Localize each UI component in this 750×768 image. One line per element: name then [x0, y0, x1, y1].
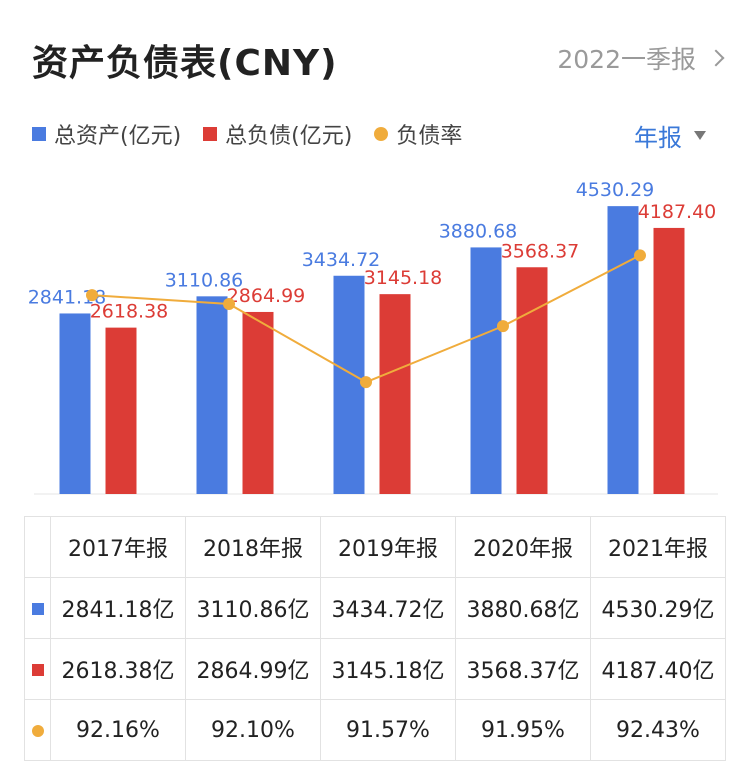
assets-bar — [470, 247, 502, 494]
table-cell: 2864.99亿 — [185, 638, 321, 700]
legend-item-liabilities: 总负债(亿元) — [203, 118, 352, 150]
liabilities-data-label: 4187.40 — [638, 201, 717, 223]
table-cell: 2841.18亿 — [50, 577, 186, 639]
table-cell: 3110.86亿 — [185, 577, 321, 639]
ratio-marker-cell — [24, 699, 51, 761]
table-cell: 92.10% — [185, 699, 321, 761]
liabilities-data-label: 3568.37 — [501, 240, 580, 262]
ratio-point — [360, 376, 372, 389]
liabilities-data-label: 2864.99 — [227, 285, 306, 307]
table-header-cell: 2018年报 — [185, 516, 321, 578]
ratio-swatch — [374, 127, 389, 141]
liabilities-swatch — [203, 127, 218, 141]
assets-data-label: 3434.72 — [302, 249, 381, 271]
period-link[interactable]: 2022一季报 — [557, 40, 725, 76]
legend-liabilities-label: 总负债(亿元) — [225, 124, 353, 149]
table-cell: 3880.68亿 — [455, 577, 591, 639]
assets-data-label: 4530.29 — [576, 179, 655, 201]
assets-bar — [196, 296, 228, 494]
liabilities-bar — [653, 227, 685, 494]
assets-square-icon — [31, 602, 44, 615]
ratio-point — [497, 320, 509, 333]
header: 资产负债表(CNY) 2022一季报 — [0, 0, 750, 110]
table-cell: 3434.72亿 — [320, 577, 456, 639]
table-header-cell: 2019年报 — [320, 516, 456, 578]
legend-ratio-label: 负债率 — [396, 124, 463, 149]
table-cell: 92.16% — [50, 699, 186, 761]
table-header-row: 2017年报 2018年报 2019年报 2020年报 2021年报 — [24, 516, 726, 578]
ratio-point — [86, 289, 98, 302]
table-cell: 3145.18亿 — [320, 638, 456, 700]
table-row-liabilities: 2618.38亿 2864.99亿 3145.18亿 3568.37亿 4187… — [24, 638, 726, 700]
assets-swatch — [32, 127, 46, 141]
table-header-cell: 2020年报 — [455, 516, 591, 578]
data-table: 2017年报 2018年报 2019年报 2020年报 2021年报 2841.… — [24, 516, 726, 761]
legend-assets-label: 总资产(亿元) — [54, 124, 182, 149]
table-row-ratio: 92.16% 92.10% 91.57% 91.95% 92.43% — [24, 699, 726, 761]
assets-data-label: 3880.68 — [439, 220, 518, 242]
assets-bar — [607, 206, 639, 494]
assets-bar — [333, 275, 365, 494]
table-cell: 91.57% — [320, 699, 456, 761]
liabilities-square-icon — [31, 663, 44, 676]
assets-data-label: 3110.86 — [165, 269, 244, 291]
table-cell: 4187.40亿 — [590, 638, 726, 700]
chevron-right-icon — [707, 49, 725, 67]
legend-item-assets: 总资产(亿元) — [32, 118, 181, 150]
assets-data-label: 2841.18 — [28, 286, 107, 308]
table-header-cell: 2021年报 — [590, 516, 726, 578]
table-row-assets: 2841.18亿 3110.86亿 3434.72亿 3880.68亿 4530… — [24, 577, 726, 639]
chart-legend: 总资产(亿元) 总负债(亿元) 负债率 — [32, 118, 462, 150]
legend-item-ratio: 负债率 — [374, 118, 462, 150]
ratio-dot-icon — [31, 724, 44, 737]
table-cell: 3568.37亿 — [455, 638, 591, 700]
page-title: 资产负债表(CNY) — [32, 43, 338, 84]
liabilities-data-label: 3145.18 — [364, 267, 443, 289]
table-cell: 91.95% — [455, 699, 591, 761]
liabilities-marker-cell — [24, 638, 51, 700]
dropdown-triangle-icon — [694, 131, 706, 140]
range-dropdown[interactable]: 年报 — [634, 118, 706, 153]
assets-marker-cell — [24, 577, 51, 639]
table-header-cell: 2017年报 — [50, 516, 186, 578]
table-cell: 92.43% — [590, 699, 726, 761]
ratio-point — [223, 298, 235, 310]
table-cell: 4530.29亿 — [590, 577, 726, 639]
liabilities-bar — [516, 267, 548, 494]
liabilities-bar — [242, 311, 274, 494]
ratio-point — [634, 249, 646, 262]
liabilities-data-label: 2618.38 — [90, 301, 169, 323]
period-label: 2022一季报 — [557, 45, 696, 74]
header-marker-cell — [24, 516, 51, 578]
range-selected-label: 年报 — [634, 124, 682, 152]
assets-bar — [59, 313, 91, 494]
liabilities-bar — [379, 294, 411, 494]
liabilities-bar — [105, 327, 137, 494]
table-cell: 2618.38亿 — [50, 638, 186, 700]
